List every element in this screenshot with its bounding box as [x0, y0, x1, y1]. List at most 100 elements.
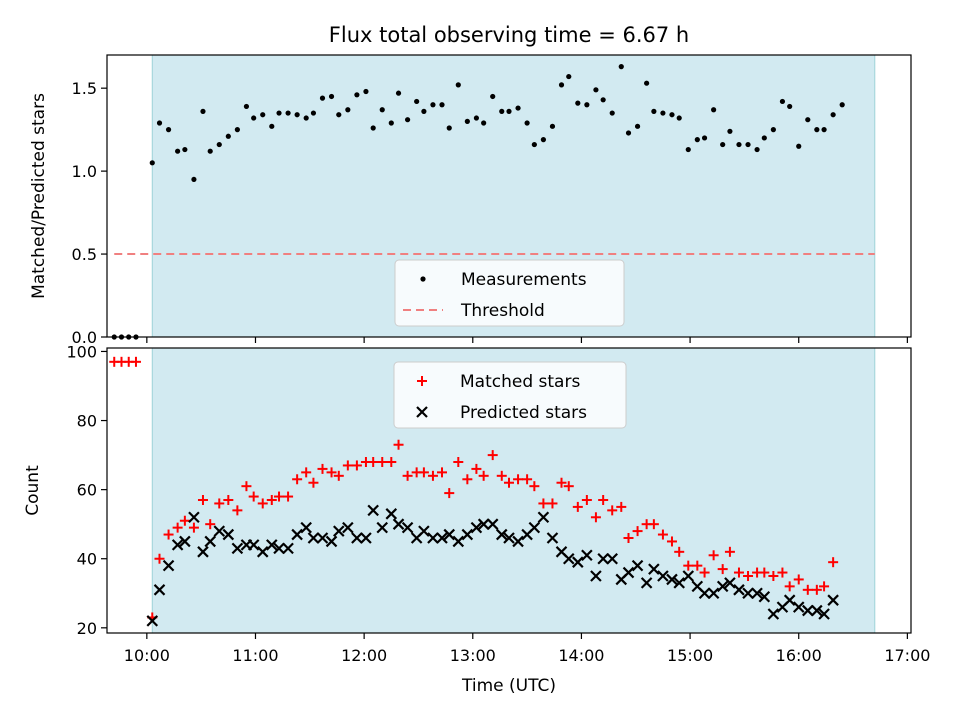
measurement-point — [156, 120, 163, 126]
matched-star-point — [529, 481, 540, 492]
x-tick-label: 10:00 — [124, 646, 170, 665]
measurement-point — [634, 123, 641, 129]
measurement-point — [609, 110, 615, 116]
predicted-star-point — [802, 604, 814, 617]
measurement-point — [770, 127, 776, 133]
matched-star-point — [487, 450, 498, 461]
measurement-point — [473, 115, 480, 121]
measurement-point — [558, 82, 565, 88]
predicted-star-point — [188, 511, 200, 524]
predicted-star-point — [767, 608, 780, 620]
matched-star-point — [572, 501, 583, 512]
matched-star-point — [733, 567, 744, 578]
matched-star-point — [292, 474, 303, 485]
measurement-point — [175, 148, 181, 154]
measurement-point — [660, 110, 666, 116]
measurement-point — [404, 117, 411, 123]
predicted-star-point — [325, 535, 338, 548]
matched-star-point — [513, 474, 524, 485]
measurement-point — [711, 107, 717, 113]
matched-star-point — [828, 557, 839, 568]
measurement-point — [395, 90, 402, 96]
predicted-star-point — [461, 528, 474, 541]
legend-box — [394, 259, 625, 327]
predicted-star-point — [256, 546, 269, 558]
predicted-star-point — [622, 566, 635, 579]
measurement-point — [430, 102, 436, 108]
matched-star-point — [154, 553, 165, 564]
predicted-star-point — [273, 542, 285, 555]
measurement-point — [421, 108, 427, 114]
predicted-star-point — [247, 539, 260, 551]
measurement-point — [165, 127, 172, 133]
bottom-y-axis: 20 40 60 80 100 — [66, 342, 107, 638]
bottom-y-axis-label: Count — [23, 465, 43, 516]
measurement-point — [379, 107, 385, 113]
matched-star-point — [402, 470, 413, 481]
measurement-point — [694, 137, 700, 143]
measurement-point — [414, 98, 420, 105]
measurement-point — [754, 146, 760, 153]
predicted-star-point — [427, 532, 439, 544]
measurement-point — [388, 120, 394, 126]
bottom-x-axis: 10:00 11:00 12:00 13:00 14:00 15:00 16:00 17:00 — [124, 633, 930, 665]
matched-star-point — [471, 463, 482, 474]
predicted-star-point — [742, 587, 754, 600]
matched-star-point — [717, 564, 728, 575]
predicted-star-point — [204, 535, 216, 548]
predicted-stars-layer — [146, 504, 839, 627]
predicted-star-point — [707, 587, 720, 600]
measurement-point — [625, 130, 632, 136]
measurement-point — [651, 108, 657, 114]
legend-box — [393, 361, 627, 429]
predicted-star-point — [827, 594, 839, 606]
legend-label: Matched stars — [460, 372, 580, 392]
matched-star-point — [342, 460, 353, 471]
predicted-star-point — [376, 521, 389, 534]
x-tick-label: 12:00 — [341, 646, 387, 665]
measurement-point — [821, 127, 827, 133]
predicted-star-point — [153, 584, 166, 596]
measurement-point — [515, 105, 521, 111]
measurement-point — [216, 141, 222, 148]
matched-star-point — [368, 457, 379, 467]
matched-star-point — [205, 519, 216, 530]
x-tick-label: 13:00 — [450, 646, 496, 665]
legend-predicted-marker — [416, 406, 428, 418]
matched-star-point — [819, 581, 830, 592]
x-tick-label: 17:00 — [884, 646, 930, 665]
measurement-point — [618, 64, 624, 70]
bottom-y-tick-label: 80 — [77, 412, 97, 431]
measurement-point — [363, 88, 369, 95]
bottom-y-tick-label: 40 — [77, 550, 97, 569]
predicted-star-point — [197, 546, 209, 558]
matched-star-point — [427, 470, 438, 481]
measurement-point — [345, 107, 351, 113]
predicted-star-point — [657, 570, 669, 582]
matched-star-point — [257, 498, 268, 509]
measurement-point — [736, 141, 742, 148]
chart-title: Flux total observing time = 6.67 h — [329, 23, 689, 47]
measurement-point — [149, 160, 155, 166]
top-y-tick-label: 1.5 — [72, 79, 97, 98]
top-legend: Measurements Threshold — [394, 259, 625, 327]
matched-star-point — [266, 495, 277, 505]
matched-star-point — [793, 574, 804, 585]
predicted-star-point — [418, 525, 430, 537]
bottom-y-tick-label: 100 — [66, 342, 97, 361]
matched-star-point — [214, 498, 225, 509]
matched-star-point — [657, 529, 668, 540]
measurement-point — [225, 133, 231, 139]
matched-star-point — [223, 495, 234, 505]
matched-star-point — [590, 512, 601, 523]
predicted-star-point — [572, 556, 584, 568]
measurement-point — [575, 100, 581, 106]
predicted-star-point — [436, 532, 448, 544]
measurement-point — [243, 103, 250, 110]
matched-star-point — [179, 515, 190, 526]
measurement-point — [676, 115, 682, 121]
matched-star-point — [777, 567, 788, 578]
measurement-point — [830, 112, 836, 118]
measurement-point — [200, 108, 206, 114]
matched-star-point — [504, 477, 514, 488]
